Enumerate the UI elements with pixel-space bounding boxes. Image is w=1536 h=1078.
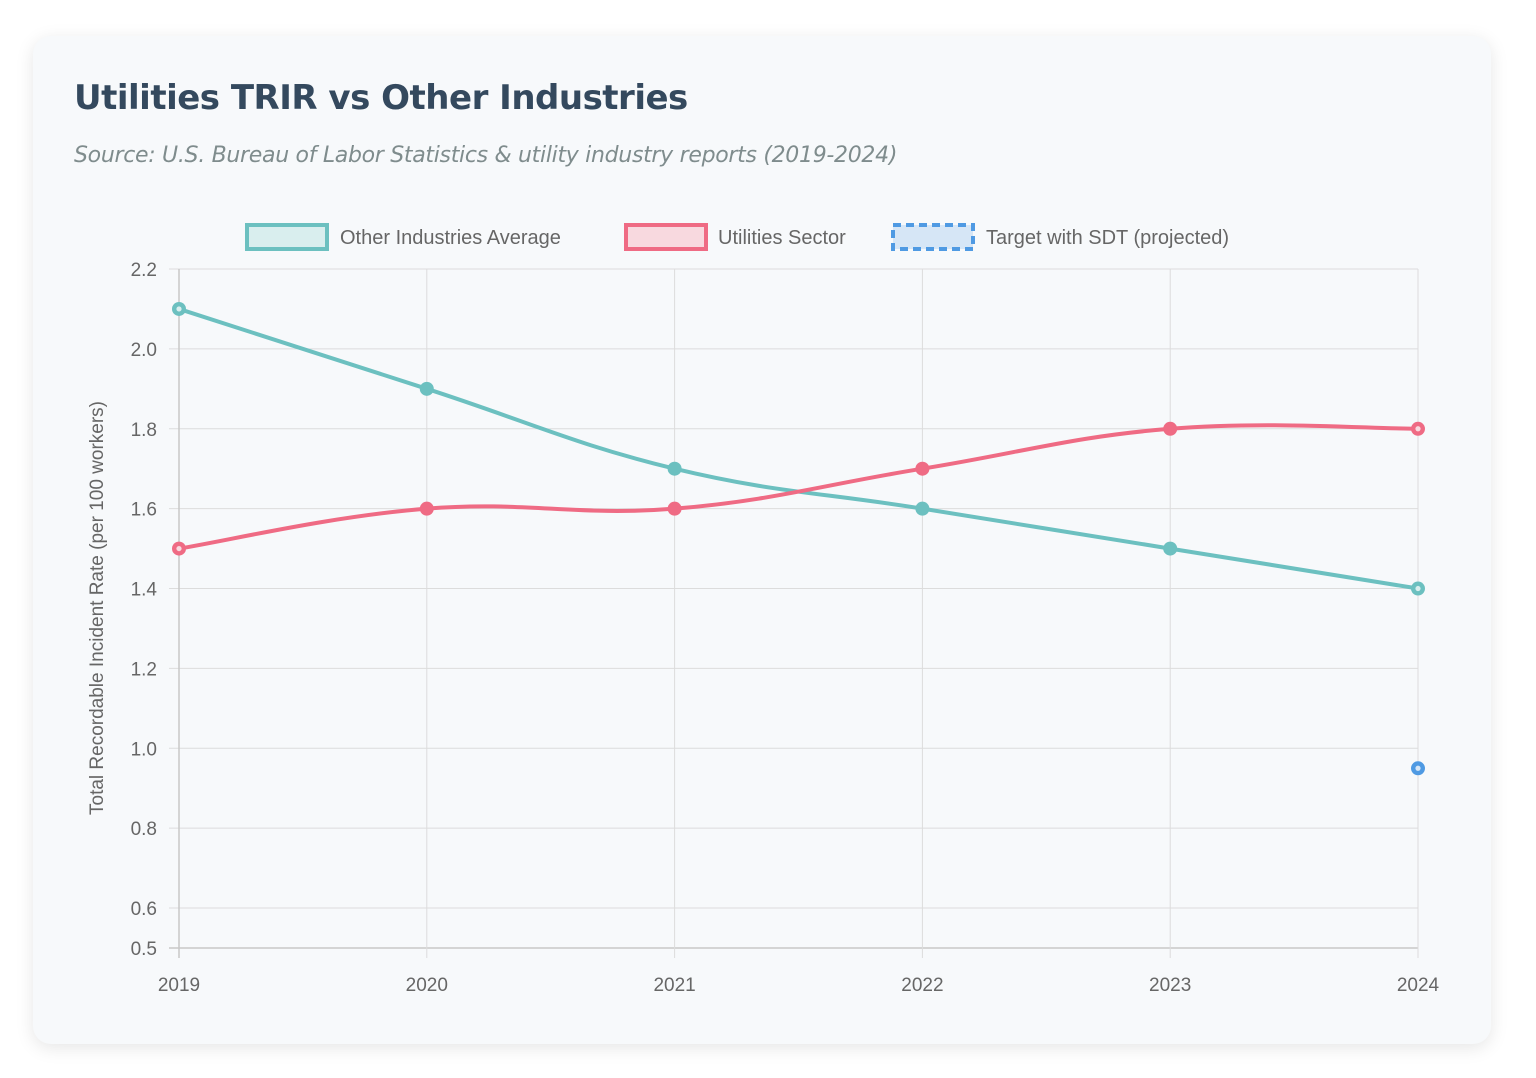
y-tick-label: 1.8	[131, 420, 157, 441]
y-tick-label: 1.2	[131, 659, 157, 680]
chart-title: Utilities TRIR vs Other Industries	[74, 78, 688, 118]
series-other-industries-average	[172, 301, 1425, 596]
x-axis: 2019 2020 2021 2022 2023 2024	[158, 975, 1440, 996]
series-line	[178, 307, 1419, 591]
y-tick-label: 0.5	[131, 939, 157, 960]
data-point[interactable]	[915, 461, 930, 476]
legend-item[interactable]: Target with SDT (projected)	[891, 223, 1229, 251]
y-tick-label: 1.0	[131, 739, 157, 760]
y-tick-label: 1.6	[131, 500, 157, 521]
legend-item[interactable]: Utilities Sector	[624, 223, 846, 251]
y-tick-label: 2.0	[131, 340, 157, 361]
x-tick-label: 2023	[1149, 975, 1191, 996]
legend-label: Utilities Sector	[718, 227, 846, 249]
legend-swatch	[245, 223, 329, 251]
x-tick-label: 2024	[1397, 975, 1440, 996]
x-tick-label: 2020	[406, 975, 448, 996]
x-tick-label: 2022	[901, 975, 943, 996]
legend-swatch	[891, 223, 975, 251]
data-point-center	[176, 545, 182, 552]
chart-card	[33, 36, 1491, 1044]
series-target-with-sdt-projected	[1411, 761, 1425, 776]
legend-label: Other Industries Average	[340, 227, 561, 249]
series-utilities-sector	[172, 421, 1425, 556]
data-point[interactable]	[1163, 541, 1178, 556]
legend-item[interactable]: Other Industries Average	[245, 223, 561, 251]
x-tick-label: 2021	[653, 975, 695, 996]
y-tick-label: 0.6	[131, 899, 157, 920]
grid	[169, 268, 1419, 958]
data-point[interactable]	[419, 501, 434, 516]
y-axis: 0.5 0.6 0.8 1.0 1.2 1.4 1.6 1.8 2.0 2.2	[131, 260, 158, 960]
y-tick-label: 2.2	[131, 260, 157, 281]
data-point[interactable]	[419, 381, 434, 396]
data-point-center	[1415, 585, 1421, 592]
legend-label: Target with SDT (projected)	[986, 227, 1229, 249]
data-point[interactable]	[667, 501, 682, 516]
y-axis-title: Total Recordable Incident Rate (per 100 …	[87, 401, 108, 815]
data-point-center	[1415, 426, 1421, 432]
data-point-center	[176, 306, 182, 312]
series-layer	[172, 301, 1425, 776]
legend: Other Industries Average Utilities Sector…	[245, 223, 1229, 251]
data-point-center	[1415, 765, 1421, 771]
y-tick-label: 1.4	[131, 580, 158, 601]
legend-swatch	[624, 223, 708, 251]
series-line	[178, 423, 1419, 551]
data-point[interactable]	[667, 461, 682, 476]
data-point[interactable]	[915, 501, 930, 516]
chart-subtitle: Source: U.S. Bureau of Labor Statistics …	[74, 143, 898, 168]
data-point[interactable]	[1163, 421, 1178, 436]
x-tick-label: 2019	[158, 975, 200, 996]
y-tick-label: 0.8	[131, 819, 157, 840]
